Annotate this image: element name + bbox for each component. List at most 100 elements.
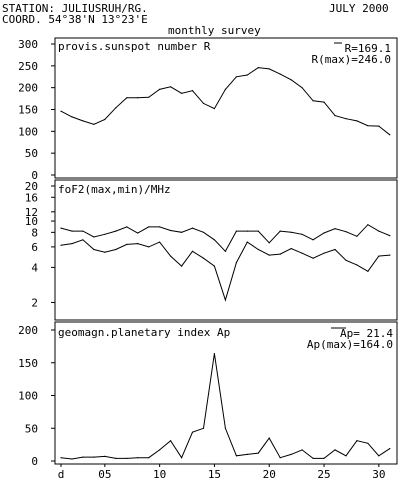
fof2-series-1-point [257, 248, 259, 251]
fof2-series-0-point [268, 242, 270, 244]
fof2-series-1-point [301, 252, 303, 254]
sunspot-point [367, 125, 369, 127]
axis-ticks: 3002502001501005002016121086422001501005… [18, 38, 55, 468]
ap-point [235, 455, 237, 457]
ap-point [181, 457, 183, 459]
ap-point [301, 449, 303, 451]
fof2-series-0-point [159, 226, 161, 228]
ap-point [82, 456, 84, 458]
sunspot-point [181, 92, 183, 94]
ap-point [345, 455, 347, 457]
fof2-series-1-point [159, 241, 161, 243]
sunspot-point [224, 88, 226, 90]
fof2-series-0-point [235, 230, 237, 232]
fof2-title: foF2(max,min)/MHz [58, 183, 171, 196]
fof2-series-0-point [202, 231, 205, 233]
sunspot-mean: R=169.1 [345, 42, 391, 55]
ap-point [257, 452, 259, 454]
day-tick-label: 25 [317, 468, 330, 480]
sunspot-y-tick-label: 50 [25, 147, 38, 160]
sunspot-point [71, 116, 73, 118]
sunspot-point [389, 134, 391, 136]
sunspot-y-tick-label: 0 [31, 169, 38, 182]
sunspot-y-tick-label: 200 [18, 82, 38, 95]
sunspot-title: provis.sunspot number R [58, 40, 211, 53]
fof2-series-0-point [301, 233, 303, 235]
ap-y-tick-label: 200 [18, 324, 38, 337]
fof2-series-0-line [60, 224, 390, 253]
fof2-series-0-point [224, 250, 226, 252]
sunspot-point [60, 110, 62, 112]
period-label: JULY 2000 [329, 2, 389, 15]
fof2-series-1-point [334, 248, 336, 251]
sunspot-point [104, 118, 106, 121]
ap-point [224, 427, 226, 429]
ap-point [246, 453, 248, 455]
sunspot-point [312, 100, 314, 102]
fof2-series-0-point [312, 239, 314, 241]
fof2-series-0-point [93, 236, 95, 238]
sunspot-point [279, 73, 281, 75]
fof2-series-1-point [378, 255, 380, 257]
sunspot-y-tick-label: 250 [18, 60, 38, 73]
ap-line [60, 353, 391, 460]
sunspot-point [345, 118, 347, 120]
fof2-y-tick-label: 20 [25, 180, 38, 193]
fof2-series-1-point [279, 253, 281, 255]
sunspot-y-tick-label: 100 [18, 125, 38, 138]
sunspot-point [378, 125, 380, 127]
ap-point [104, 455, 106, 457]
fof2-series-1-point [246, 241, 248, 243]
ap-point [334, 449, 336, 451]
fof2-y-tick-label: 8 [31, 226, 38, 239]
sunspot-point [191, 90, 194, 92]
fof2-series-1-point [268, 254, 270, 256]
fof2-series-0-point [246, 230, 248, 232]
day-tick-label: 05 [98, 468, 111, 480]
day-tick-label: 10 [153, 468, 166, 480]
ap-point [389, 448, 391, 450]
ap-point [378, 455, 380, 457]
fof2-y-tick-label: 16 [25, 191, 38, 204]
fof2-series-0-point [126, 226, 128, 228]
fof2-series-0-point [389, 235, 391, 237]
fof2-series-1-point [224, 299, 226, 301]
sunspot-point [137, 97, 139, 99]
day-tick-label: d [58, 468, 65, 480]
fof2-panel-frame [54, 179, 398, 321]
fof2-series-1-point [367, 270, 369, 272]
ap-point [71, 458, 73, 460]
ap-point [323, 457, 325, 459]
fof2-y-tick-label: 6 [31, 241, 38, 254]
ap-title: geomagn.planetary index Ap [58, 326, 230, 339]
fof2-series-1-point [60, 244, 62, 246]
fof2-series-0-point [148, 226, 150, 228]
ap-mean: Ap= 21.4 [340, 327, 393, 340]
day-tick-label: 20 [263, 468, 276, 480]
ap-point [60, 457, 62, 459]
sunspot-point [148, 96, 150, 98]
sunspot-point [301, 87, 303, 89]
sunspot-plot [60, 67, 391, 136]
fof2-series-1-point [356, 264, 358, 266]
fof2-series-1-point [235, 262, 237, 264]
fof2-series-1-point [181, 265, 183, 267]
fof2-series-1-point [389, 254, 391, 256]
ap-point [202, 427, 205, 429]
ap-point [290, 453, 292, 455]
sunspot-point [115, 107, 117, 109]
sunspot-point [159, 88, 161, 90]
fof2-series-0-point [181, 231, 183, 233]
sunspot-point [82, 120, 84, 122]
fof2-series-1-point [115, 248, 117, 251]
ap-y-tick-label: 100 [18, 390, 38, 403]
fof2-series-1-line [60, 239, 390, 302]
ap-point [126, 457, 128, 459]
fof2-series-0-point [345, 231, 347, 233]
fof2-series-1-point [126, 243, 128, 245]
fof2-series-0-point [334, 228, 336, 230]
sunspot-point [202, 102, 205, 104]
ap-point [137, 457, 139, 459]
fof2-series-0-point [82, 230, 84, 232]
